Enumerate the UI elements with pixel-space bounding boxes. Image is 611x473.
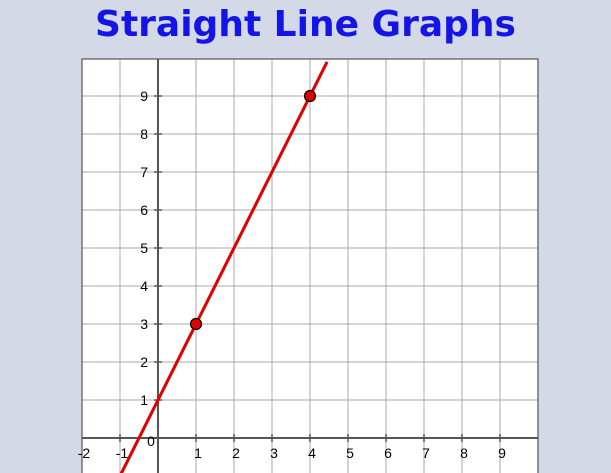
y-tick-label: 1 bbox=[140, 392, 148, 408]
x-tick-label: -2 bbox=[78, 445, 91, 461]
x-tick-label: 3 bbox=[270, 445, 278, 461]
axes bbox=[82, 59, 538, 473]
x-tick-label: 9 bbox=[498, 445, 506, 461]
y-tick-label: 3 bbox=[140, 316, 148, 332]
x-tick-label: 0 bbox=[147, 433, 155, 449]
y-tick-label: 7 bbox=[140, 164, 148, 180]
y-tick-label: 6 bbox=[140, 202, 148, 218]
y-tick-label: 9 bbox=[140, 88, 148, 104]
x-tick-label: 5 bbox=[346, 445, 354, 461]
data-point bbox=[303, 89, 317, 103]
x-tick-label: 2 bbox=[232, 445, 240, 461]
x-tick-label: 7 bbox=[422, 445, 430, 461]
y-tick-label: 5 bbox=[140, 240, 148, 256]
y-tick-label: 4 bbox=[140, 278, 148, 294]
tick-labels: 1 2 3 4 5 6 7 8 9 -2 -1 0 1 2 3 4 5 6 7 8 9 bbox=[78, 88, 506, 461]
y-tick-label: 2 bbox=[140, 354, 148, 370]
x-tick-label: 8 bbox=[460, 445, 468, 461]
x-tick-label: 6 bbox=[384, 445, 392, 461]
x-tick-label: 1 bbox=[194, 445, 202, 461]
y-tick-label: 8 bbox=[140, 126, 148, 142]
plot-border bbox=[81, 58, 539, 473]
x-tick-label: -1 bbox=[116, 445, 129, 461]
data-point bbox=[189, 317, 203, 331]
x-tick-label: 4 bbox=[308, 445, 316, 461]
series bbox=[119, 61, 329, 473]
series-line bbox=[119, 61, 329, 473]
page-title: Straight Line Graphs bbox=[95, 4, 516, 45]
